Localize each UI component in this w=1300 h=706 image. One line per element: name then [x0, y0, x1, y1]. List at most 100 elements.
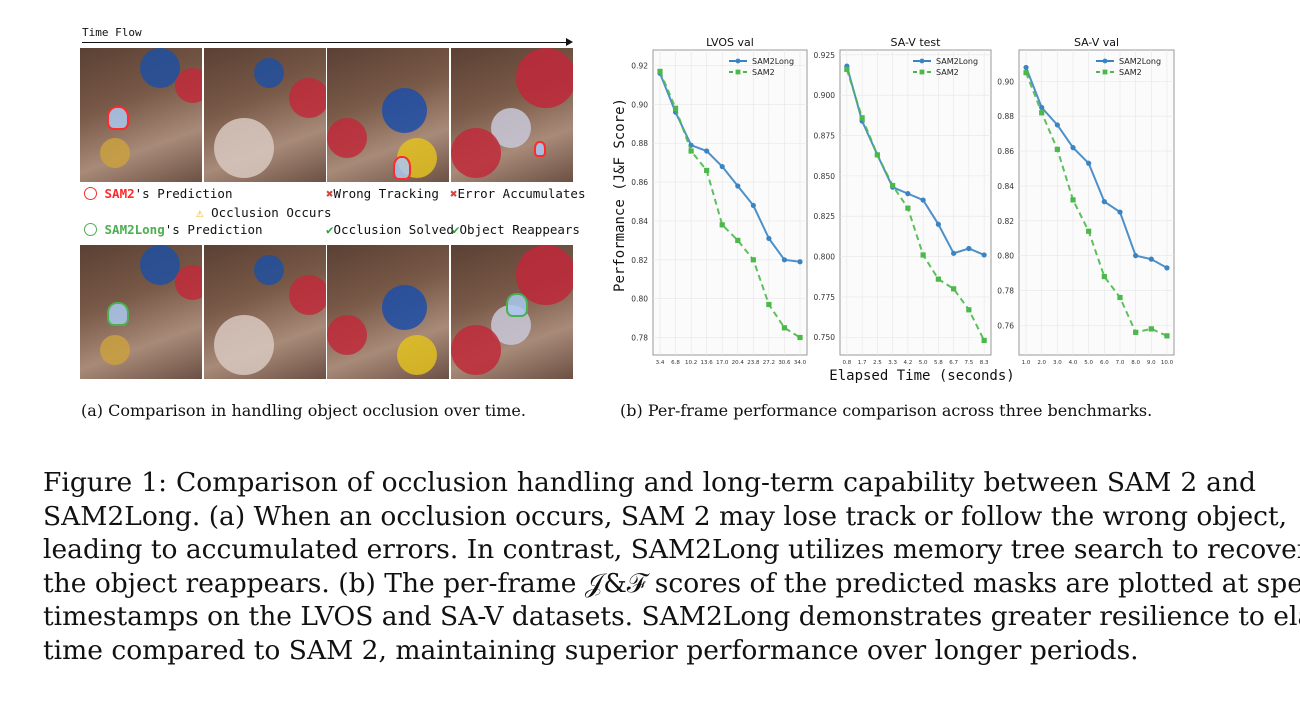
legend-marker	[735, 69, 741, 75]
legend-occlusion-occurs: ⚠ Occlusion Occurs	[196, 205, 331, 220]
caption-line: the object reappears. (b) The per-frame …	[43, 567, 1300, 599]
x-tick-label: 6.8	[671, 360, 680, 366]
balloon	[382, 285, 427, 330]
x-tick-label: 6.0	[1100, 360, 1109, 366]
y-tick-label: 0.84	[997, 182, 1014, 191]
x-tick-label: 8.3	[980, 360, 989, 366]
prediction-mask	[533, 141, 546, 157]
legend-object-reappears: ✔Object Reappears	[452, 222, 580, 237]
data-point-SAM2	[890, 182, 896, 189]
data-point-SAM2	[951, 286, 957, 292]
red-circle-icon	[84, 187, 97, 200]
y-tick-label: 0.80	[997, 252, 1014, 261]
x-tick-label: 3.4	[656, 360, 665, 366]
data-point-SAM2Long	[1054, 122, 1060, 128]
x-tick-label: 6.7	[949, 360, 958, 366]
caption-line: SAM2Long. (a) When an occlusion occurs, …	[43, 500, 1288, 532]
data-point-SAM2Long	[905, 191, 911, 197]
legend-marker	[1102, 69, 1108, 75]
cross-icon: ✖	[326, 186, 334, 201]
legend-wrong-tracking: ✖Wrong Tracking	[326, 186, 439, 201]
legend-marker	[919, 69, 925, 75]
y-tick-label: 0.925	[814, 51, 836, 60]
data-point-SAM2Long	[1133, 253, 1139, 259]
y-tick-label: 0.82	[997, 217, 1014, 226]
legend-marker	[919, 58, 925, 64]
data-point-SAM2	[781, 325, 788, 331]
subcaption-b: (b) Per-frame performance comparison acr…	[620, 401, 1153, 420]
series-line-SAM2Long	[1025, 67, 1168, 269]
y-tick-label: 0.900	[814, 91, 836, 100]
sam2long-suffix: 's Prediction	[164, 222, 263, 237]
data-point-SAM2Long	[1086, 160, 1092, 166]
data-point-SAM2Long	[719, 163, 725, 170]
y-tick-label: 0.76	[997, 321, 1014, 330]
y-tick-label: 0.80	[631, 295, 648, 304]
y-tick-label: 0.750	[814, 333, 836, 342]
x-tick-label: 13.6	[701, 360, 714, 366]
chart-1: 0.8 1.7 2.5 3.3 4.2 5.0 5.8 6.7 7.5 8.3 0.750 0.775…	[814, 36, 992, 366]
x-tick-label: 20.4	[732, 360, 745, 366]
check-icon: ✔	[452, 222, 460, 237]
series-line-SAM2	[845, 69, 986, 341]
data-point-SAM2	[735, 237, 741, 243]
data-point-SAM2	[859, 115, 865, 121]
prediction-mask	[107, 106, 129, 130]
occlusion-occurs-label: Occlusion Occurs	[211, 205, 332, 220]
video-frame	[450, 48, 573, 182]
y-tick-label: 0.875	[814, 132, 836, 141]
x-tick-label: 30.6	[778, 360, 791, 366]
x-tick-label: 7.5	[965, 360, 974, 366]
caption-line: time compared to SAM 2, maintaining supe…	[43, 634, 1139, 666]
data-point-SAM2Long	[920, 197, 926, 203]
plot-area	[839, 49, 992, 356]
y-tick-label: 0.88	[997, 112, 1014, 121]
video-frame	[327, 48, 449, 182]
legend-label: SAM2Long	[936, 57, 978, 66]
prediction-mask	[107, 302, 129, 326]
data-point-SAM2	[1133, 329, 1139, 335]
data-point-SAM2	[905, 205, 911, 211]
data-point-SAM2Long	[766, 235, 772, 242]
data-point-SAM2	[1101, 273, 1107, 280]
x-axis-label: Elapsed Time (seconds)	[829, 368, 1014, 384]
x-tick-label: 17.0	[716, 360, 729, 366]
balloon	[100, 138, 130, 168]
balloon	[288, 78, 326, 118]
data-point-SAM2	[766, 301, 772, 308]
legend-label: SAM2	[936, 68, 959, 77]
y-tick-label: 0.86	[997, 147, 1014, 156]
y-tick-label: 0.88	[631, 139, 648, 148]
sam2long-name: SAM2Long	[104, 222, 165, 237]
balloon	[140, 48, 180, 88]
data-point-SAM2Long	[735, 183, 741, 189]
x-tick-label: 9.0	[1147, 360, 1156, 366]
balloon	[253, 255, 284, 285]
data-point-SAM2Long	[981, 252, 987, 258]
data-point-SAM2	[688, 148, 694, 154]
series-line-SAM2	[659, 70, 801, 339]
error-accumulates-label: Error Accumulates	[457, 186, 586, 201]
legend-occlusion-solved: ✔Occlusion Solved	[326, 222, 454, 237]
data-point-SAM2Long	[1023, 64, 1029, 71]
sam2-name: SAM2	[104, 186, 135, 201]
green-circle-icon	[84, 223, 97, 236]
y-tick-label: 0.92	[631, 62, 648, 71]
x-tick-label: 27.2	[763, 360, 775, 366]
x-tick-label: 3.0	[1053, 360, 1062, 366]
balloon	[515, 48, 573, 108]
sam2-suffix: 's Prediction	[134, 186, 233, 201]
subcaption-a: (a) Comparison in handling object occlus…	[81, 401, 526, 420]
x-tick-label: 2.5	[873, 360, 882, 366]
legend-error-accumulates: ✖Error Accumulates	[450, 186, 585, 201]
cross-icon: ✖	[450, 186, 458, 201]
balloon	[140, 245, 180, 285]
time-arrow-head-icon	[566, 38, 573, 46]
data-point-SAM2Long	[797, 259, 803, 265]
x-tick-label: 4.2	[903, 360, 912, 366]
x-tick-label: 5.8	[934, 360, 943, 366]
chart-title: SA-V val	[1074, 36, 1119, 49]
data-point-SAM2Long	[781, 257, 788, 263]
data-point-SAM2	[874, 152, 880, 158]
